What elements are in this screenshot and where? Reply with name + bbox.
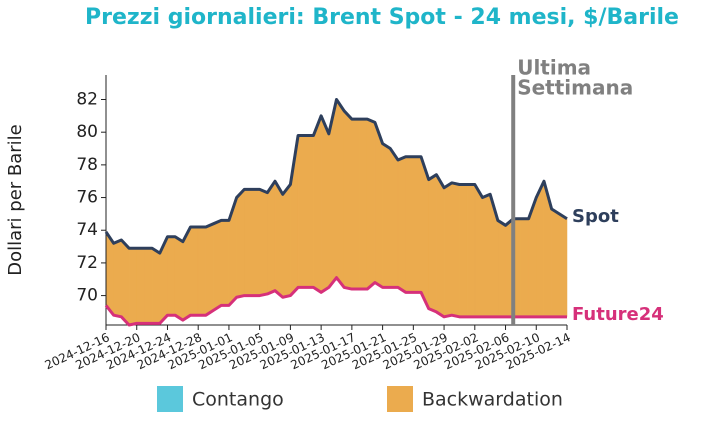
- spread-fill: [320, 115, 330, 293]
- spread-fill: [313, 115, 322, 293]
- spread-fill: [366, 118, 376, 290]
- legend-swatch: [387, 386, 413, 412]
- spread-fill: [205, 223, 214, 316]
- spread-fill: [443, 182, 452, 318]
- annotation-text: Ultima: [517, 56, 591, 80]
- spread-fill: [128, 247, 137, 326]
- spread-fill: [351, 118, 360, 290]
- series-label: Future24: [572, 304, 664, 325]
- series-label: Spot: [572, 206, 619, 227]
- spread-fill: [167, 236, 176, 316]
- spread-fill: [336, 98, 345, 289]
- spread-fill: [282, 183, 291, 298]
- spread-fill: [466, 184, 476, 318]
- chart-title: Prezzi giornalieri: Brent Spot - 24 mesi…: [85, 5, 679, 30]
- spread-fill: [251, 189, 260, 296]
- spread-fill: [236, 188, 245, 298]
- spread-fill: [436, 173, 445, 318]
- spread-fill: [536, 181, 545, 318]
- y-tick-label: 72: [76, 253, 98, 273]
- spread-fill: [197, 226, 207, 316]
- spread-fill: [297, 135, 307, 288]
- spread-fill: [482, 193, 491, 318]
- legend-label: Backwardation: [422, 389, 563, 411]
- spread-fill: [359, 118, 368, 290]
- spread-fill: [121, 239, 130, 326]
- y-tick-label: 82: [76, 90, 98, 110]
- spread-fill: [305, 135, 314, 288]
- y-axis-label: Dollari per Barile: [5, 124, 26, 276]
- series-line: [104, 98, 568, 255]
- spread-fill: [221, 220, 230, 306]
- spread-fill: [105, 231, 114, 316]
- spread-fill: [390, 147, 399, 288]
- spread-fill: [259, 189, 268, 296]
- spread-fill: [190, 226, 199, 316]
- spread-fill: [413, 156, 422, 293]
- y-tick-label: 76: [76, 188, 98, 208]
- spread-fill: [136, 247, 145, 324]
- spread-fill: [397, 156, 406, 293]
- spread-fill: [459, 184, 468, 318]
- spread-fill: [551, 208, 560, 318]
- spread-fill: [213, 220, 222, 311]
- y-tick-label: 70: [76, 286, 98, 306]
- spread-fill: [267, 180, 276, 295]
- spread-fill: [405, 156, 414, 293]
- y-tick-label: 74: [76, 220, 98, 240]
- spread-fill: [559, 213, 568, 318]
- spread-fill: [343, 110, 353, 290]
- legend-label: Contango: [192, 389, 284, 411]
- y-tick-label: 80: [76, 122, 98, 142]
- legend-swatch: [157, 386, 183, 412]
- spread-fill: [474, 183, 483, 318]
- spread-fill: [174, 236, 184, 321]
- spread-fill: [451, 182, 460, 318]
- series-line: [104, 276, 567, 327]
- spread-fill: [113, 239, 122, 318]
- spread-fill: [244, 189, 253, 296]
- spread-fill: [374, 122, 383, 288]
- spread-fill: [151, 247, 161, 324]
- spread-fill: [497, 219, 506, 318]
- spread-fill: [274, 180, 283, 298]
- spread-fill: [144, 247, 153, 324]
- y-tick-label: 78: [76, 155, 98, 175]
- annotation-text: Settimana: [517, 76, 633, 100]
- spread-fill: [520, 218, 529, 318]
- spread-fill: [428, 174, 437, 313]
- spread-fill: [382, 143, 391, 288]
